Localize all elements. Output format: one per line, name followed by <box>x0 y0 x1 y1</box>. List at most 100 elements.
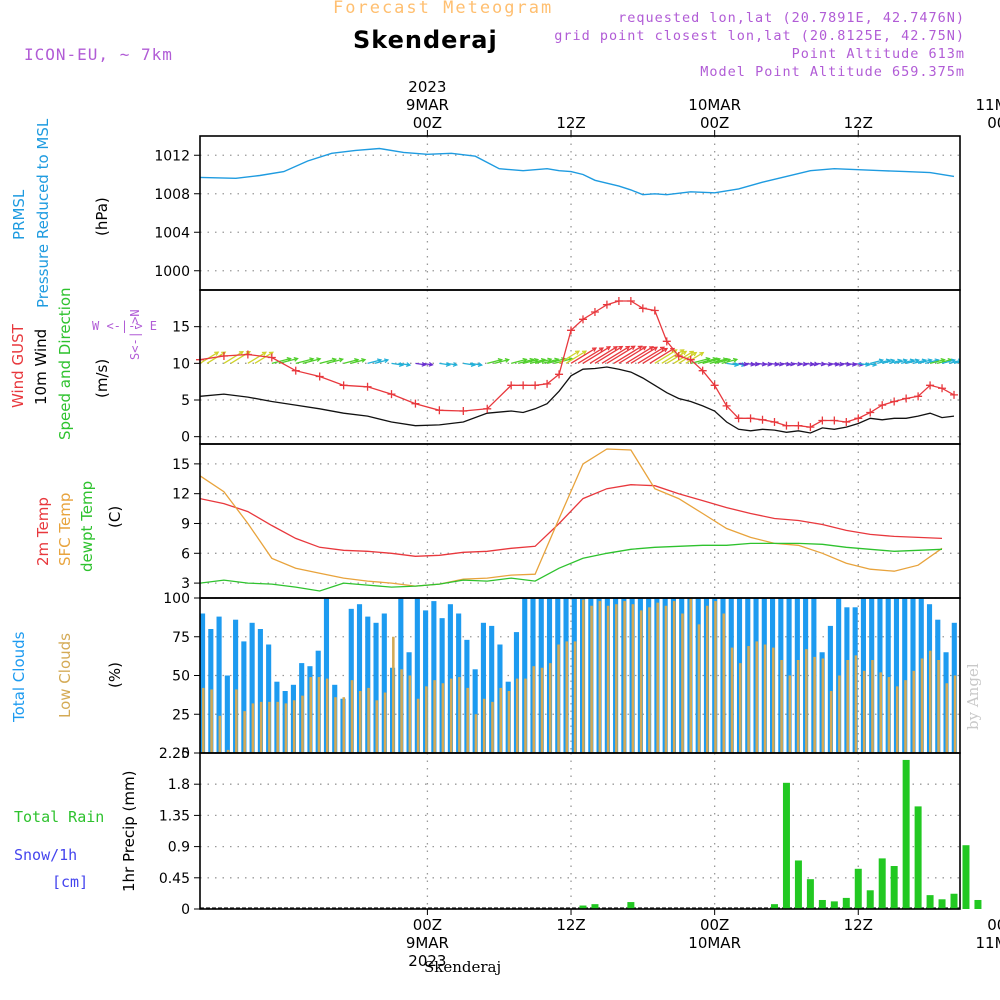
wind-direction-arrow <box>577 347 604 364</box>
low-cloud-bar <box>689 598 693 753</box>
x-tick-label-top: 12Z <box>844 114 873 132</box>
wind-direction-arrow <box>709 358 728 364</box>
wind-arrow-head <box>238 351 244 356</box>
low-cloud-bar <box>623 601 626 753</box>
gust-marker <box>842 418 851 426</box>
total-cloud-bar <box>827 625 833 753</box>
panel-frame-3 <box>199 443 961 599</box>
low-cloud-bar <box>672 601 676 753</box>
low-cloud-bar <box>524 678 527 753</box>
x-tick-label-top: 11MAR <box>976 96 1000 114</box>
precip-bar <box>938 899 946 909</box>
wind-arrow-head <box>682 350 688 356</box>
wind-direction-arrow <box>757 362 766 366</box>
wind-arrow-head <box>754 361 760 367</box>
wind-direction-arrow <box>625 346 654 364</box>
low-cloud-bar <box>317 677 321 753</box>
wind-direction-arrow <box>546 358 566 364</box>
wind-direction-arrow <box>697 357 717 364</box>
wind-direction-arrow <box>350 359 366 364</box>
low-cloud-bar <box>772 647 775 753</box>
low-cloud-bar <box>301 695 304 753</box>
wind-direction-arrow <box>924 359 939 364</box>
wind-arrow-head <box>428 361 434 367</box>
low-cloud-bar <box>507 691 511 753</box>
low-cloud-bar <box>557 644 560 753</box>
low-cloud-bar <box>491 701 494 753</box>
wind-direction-arrow <box>786 362 795 366</box>
gust-marker <box>650 306 659 315</box>
wind-direction-arrow <box>463 362 475 366</box>
total-cloud-bar <box>249 622 255 753</box>
wind-arrow-head <box>598 347 605 352</box>
low-cloud-bar <box>350 680 354 753</box>
gust-marker <box>698 366 707 375</box>
gust-marker <box>722 401 731 410</box>
wind-arrow-head <box>316 357 322 363</box>
y-tick-label: 6 <box>181 546 190 562</box>
low-cloud-bar <box>904 680 907 753</box>
low-cloud-bar <box>590 605 593 753</box>
wind-arrow-head <box>692 351 698 357</box>
low-cloud-bar <box>705 605 709 753</box>
x-tick-label-top: 9MAR <box>406 96 449 114</box>
x-tick-label-bottom: 12Z <box>844 916 873 934</box>
wind-direction-arrow <box>853 362 863 366</box>
low-cloud-bar <box>615 604 618 753</box>
low-cloud-bar <box>697 624 701 753</box>
wind-direction-arrow <box>858 362 870 366</box>
y-tick-label: 1004 <box>154 225 190 241</box>
gust-marker <box>818 416 827 425</box>
wind-direction-arrow <box>781 362 791 366</box>
y-tick-label: 3 <box>181 576 190 592</box>
total-cloud-bar <box>885 598 891 753</box>
wind-arrow-head <box>574 350 581 355</box>
y-tick-label: 10 <box>172 356 190 372</box>
wind-arrow-head <box>591 347 598 352</box>
wind-arrow-head <box>361 358 367 363</box>
low-cloud-bar <box>739 663 742 753</box>
gust-marker <box>914 392 923 401</box>
low-cloud-bar <box>433 680 436 753</box>
wind-direction-arrow <box>750 362 759 366</box>
wind-direction-arrow <box>714 358 731 364</box>
gust-marker <box>578 315 587 324</box>
wind-direction-arrow <box>541 358 559 364</box>
total-cloud-bar <box>373 622 379 753</box>
wind-arrow-head <box>606 346 612 351</box>
gust-marker <box>782 421 791 430</box>
gust-marker <box>866 408 875 417</box>
y-tick-label: 1008 <box>154 187 190 203</box>
series-line-2m-temp <box>200 484 943 557</box>
precip-bar <box>950 893 958 909</box>
requested-coords: requested lon,lat (20.7891E, 42.7476N) <box>618 10 965 26</box>
gust-marker <box>315 372 324 381</box>
low-cloud-bar <box>367 687 370 753</box>
wind-direction-arrow <box>589 346 618 364</box>
low-cloud-bar <box>648 607 651 753</box>
wind-arrow-head <box>689 350 695 356</box>
gust-marker <box>770 418 779 426</box>
precip-bar <box>974 899 982 909</box>
wind-direction-arrow <box>666 350 687 364</box>
y-tick-label: 9 <box>181 516 190 532</box>
wind-direction-arrow <box>841 362 851 366</box>
wind-direction-arrow <box>894 359 907 364</box>
gust-marker <box>363 382 372 391</box>
low-cloud-bar <box>383 692 387 753</box>
y-tick-label: 25 <box>172 707 190 723</box>
wind-direction-arrow <box>917 359 932 364</box>
snow-label: Snow/1h <box>14 846 78 864</box>
total-cloud-bar <box>356 604 363 753</box>
gust-marker <box>435 406 444 415</box>
wind-arrow-head <box>778 361 785 367</box>
low-cloud-bar <box>598 601 602 753</box>
gust-marker <box>638 304 647 313</box>
series-line-prmsl <box>199 147 955 196</box>
precip-bar <box>818 899 826 909</box>
gust-marker <box>602 300 611 309</box>
precip-bar <box>794 860 802 909</box>
low-cloud-bar <box>235 689 238 753</box>
low-cloud-bar <box>664 605 668 753</box>
gust-marker <box>543 379 552 388</box>
